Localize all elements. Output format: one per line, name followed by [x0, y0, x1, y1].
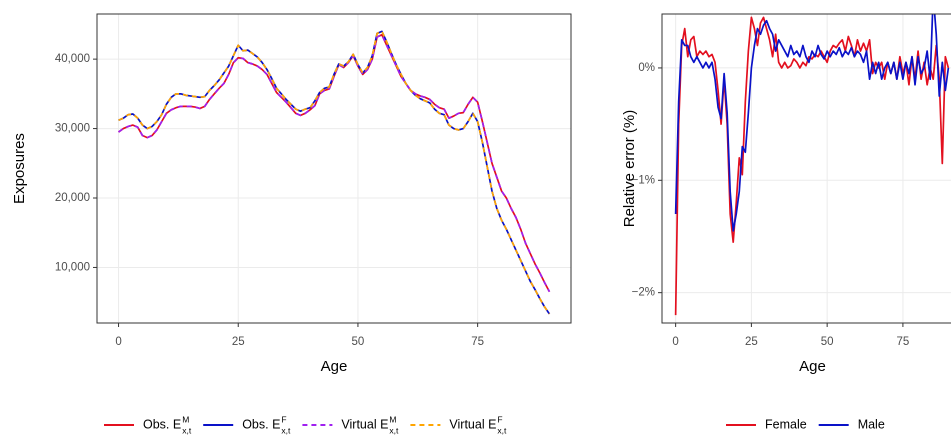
y-tick-label: 40,000	[55, 53, 90, 65]
y-tick-label: 30,000	[55, 123, 90, 135]
x-tick-label: 25	[232, 336, 245, 348]
y-tick-label: −1%	[632, 174, 655, 186]
x-tick-label: 0	[672, 336, 678, 348]
x-tick-label: 75	[471, 336, 484, 348]
plot-area	[118, 30, 551, 315]
y-tick-label: 10,000	[55, 261, 90, 273]
legend-label: Male	[858, 417, 885, 431]
legend-superscript: F	[281, 414, 286, 424]
y-axis-title: Relative error (%)	[621, 110, 638, 228]
legend-superscript: M	[182, 414, 189, 424]
legend-superscript: M	[389, 414, 396, 424]
x-axis-title: Age	[321, 358, 348, 375]
y-tick-label: 0%	[638, 62, 655, 74]
x-tick-label: 50	[352, 336, 365, 348]
legend-superscript: F	[497, 414, 502, 424]
x-tick-label: 25	[745, 336, 758, 348]
legend-label: Virtual E	[449, 417, 496, 431]
x-tick-label: 50	[821, 336, 834, 348]
x-tick-label: 0	[115, 336, 121, 348]
legend-label: Obs. E	[143, 417, 181, 431]
x-tick-label: 75	[897, 336, 910, 348]
legend-subscript: x,t	[389, 425, 399, 435]
panel-border	[661, 13, 951, 324]
y-tick-label: 20,000	[55, 192, 90, 204]
legend-subscript: x,t	[182, 425, 192, 435]
panel-background	[662, 14, 951, 323]
legend-subscript: x,t	[281, 425, 291, 435]
legend-label: Obs. E	[242, 417, 280, 431]
panel-border	[96, 13, 572, 324]
legend-label: Female	[765, 417, 807, 431]
panel-background	[97, 14, 571, 323]
x-axis-title: Age	[799, 358, 826, 375]
data-line	[118, 33, 551, 293]
y-tick-label: −2%	[632, 287, 655, 299]
data-line	[674, 16, 950, 316]
legend-label: Virtual E	[341, 417, 388, 431]
data-line	[674, 14, 950, 232]
plot-area	[674, 14, 950, 316]
y-axis-title: Exposures	[11, 133, 28, 204]
data-line	[118, 30, 551, 315]
legend-subscript: x,t	[497, 425, 507, 435]
